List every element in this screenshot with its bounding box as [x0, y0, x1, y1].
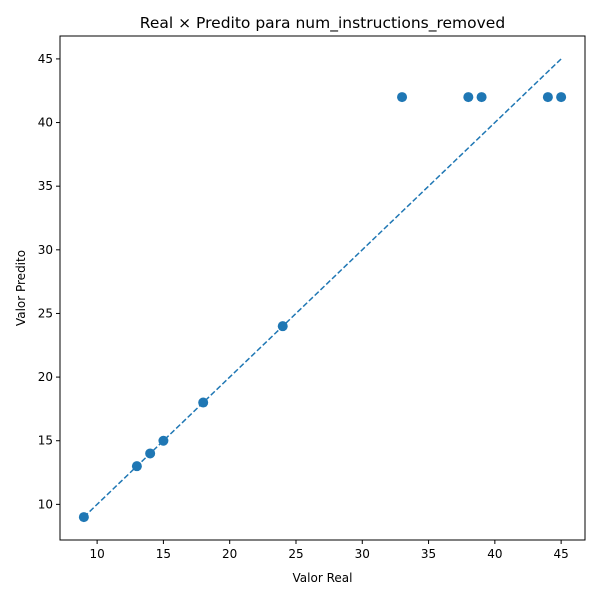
y-tick-label: 25	[38, 306, 53, 320]
reference-line	[83, 58, 562, 518]
x-tick-label: 40	[487, 547, 502, 561]
points-layer	[78, 92, 567, 523]
x-tick-label: 15	[156, 547, 171, 561]
x-tick-label: 25	[288, 547, 303, 561]
scatter-point	[78, 512, 89, 523]
y-axis-label: Valor Predito	[14, 250, 28, 326]
x-tick-label: 10	[89, 547, 104, 561]
x-tick-label: 35	[421, 547, 436, 561]
scatter-point	[476, 92, 487, 103]
x-tick-label: 30	[355, 547, 370, 561]
y-tick-label: 20	[38, 370, 53, 384]
x-axis-ticks: 10 15 20 25 30 35 40 45	[89, 540, 569, 561]
y-tick-label: 30	[38, 243, 53, 257]
reference-line-layer	[83, 58, 562, 518]
y-tick-label: 15	[38, 434, 53, 448]
y-tick-label: 40	[38, 116, 53, 130]
scatter-point	[158, 435, 169, 446]
scatter-point	[145, 448, 156, 459]
y-axis-ticks: 10 15 20 25 30 35 40 45	[38, 52, 60, 511]
scatter-point	[556, 92, 567, 103]
x-tick-label: 20	[222, 547, 237, 561]
scatter-point	[131, 461, 142, 472]
y-tick-label: 45	[38, 52, 53, 66]
y-tick-label: 10	[38, 497, 53, 511]
y-tick-label: 35	[38, 179, 53, 193]
scatter-point	[542, 92, 553, 103]
scatter-point	[277, 321, 288, 332]
scatter-point	[198, 397, 209, 408]
scatter-point	[463, 92, 474, 103]
plot-frame	[59, 35, 586, 541]
x-axis-label: Valor Real	[293, 571, 353, 585]
scatter-point	[397, 92, 408, 103]
x-tick-label: 45	[553, 547, 568, 561]
chart-title: Real × Predito para num_instructions_rem…	[140, 14, 505, 33]
